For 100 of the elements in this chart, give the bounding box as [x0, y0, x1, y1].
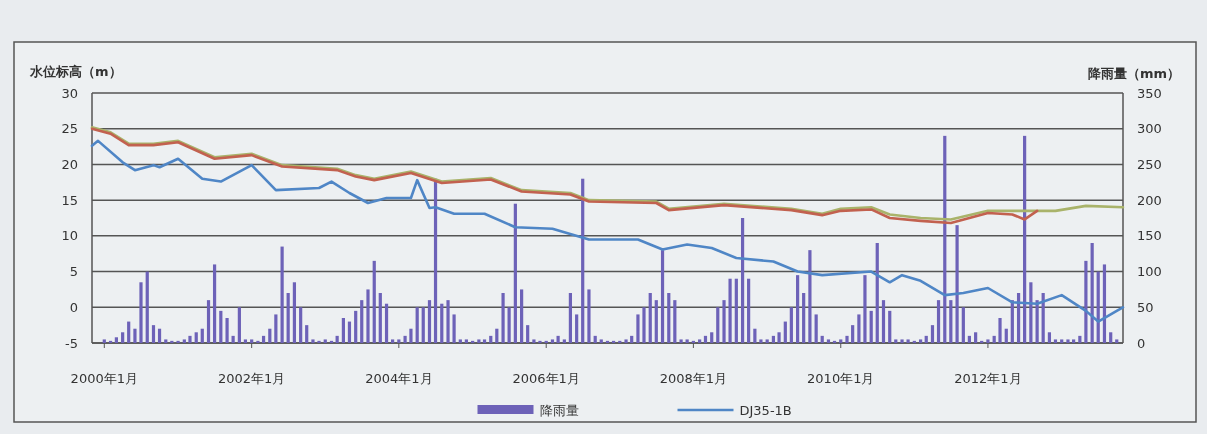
bar [961, 307, 965, 343]
bar [826, 339, 831, 343]
bar [857, 314, 861, 343]
bar [1078, 335, 1082, 343]
bar [384, 303, 389, 343]
bar [409, 328, 413, 343]
bar [783, 321, 787, 343]
bar [771, 335, 776, 343]
bar [378, 293, 382, 343]
bar [1053, 339, 1058, 343]
bar [949, 300, 953, 343]
y2-tick-label: 0 [1137, 335, 1146, 351]
bar [814, 314, 818, 343]
bar [710, 332, 714, 343]
bar [1047, 332, 1052, 343]
bar [906, 339, 910, 343]
bar [881, 300, 886, 343]
bar [372, 260, 376, 343]
y2-tick-label: 100 [1137, 264, 1162, 280]
bar [397, 339, 401, 343]
bar [501, 293, 505, 343]
bar [225, 318, 229, 343]
bar [421, 307, 425, 343]
bar [875, 243, 879, 343]
bar [936, 300, 941, 343]
bar [581, 178, 585, 343]
bar [390, 339, 395, 343]
bar [520, 289, 524, 343]
y2-tick-label: 250 [1137, 156, 1162, 172]
bar [777, 332, 781, 343]
bar [237, 307, 241, 343]
bar [759, 339, 763, 343]
bar [133, 328, 137, 343]
bar [347, 321, 352, 343]
bar [164, 339, 168, 343]
x-tick-label: 2008年1月 [659, 371, 728, 386]
bar [568, 293, 573, 343]
bar [851, 325, 855, 343]
bar [366, 289, 370, 343]
line-series [90, 139, 1125, 323]
bar [900, 339, 904, 343]
bar [1090, 243, 1094, 343]
bar [930, 325, 935, 343]
bar [802, 293, 806, 343]
bar [403, 335, 407, 343]
y2-tick-label: 300 [1137, 121, 1162, 137]
y2-tick-label: 150 [1137, 228, 1162, 244]
bar [102, 339, 106, 343]
bar [624, 339, 628, 343]
bar [839, 339, 843, 343]
bar [526, 325, 530, 343]
bar [820, 335, 824, 343]
bar [440, 303, 444, 343]
legend-label: 降雨量 [539, 402, 579, 418]
bar [550, 339, 555, 343]
bar [642, 307, 646, 343]
bar [458, 339, 462, 343]
bar [200, 328, 204, 343]
bar [157, 328, 162, 343]
bar [532, 339, 536, 343]
bar [114, 337, 118, 343]
bar [280, 246, 284, 343]
bar [1060, 339, 1064, 343]
bar [299, 307, 303, 343]
bar [354, 310, 358, 343]
bar [845, 335, 849, 343]
bar [716, 307, 720, 343]
bar [311, 339, 315, 343]
y-tick-label: 20 [61, 156, 78, 172]
bar [212, 264, 217, 343]
x-tick-label: 2002年1月 [217, 371, 286, 386]
bar [513, 203, 517, 343]
bar [630, 335, 634, 343]
bar [660, 250, 665, 343]
x-tick-label: 2012年1月 [954, 371, 1022, 386]
bar [703, 335, 708, 343]
bar [182, 339, 186, 343]
bar [740, 218, 745, 343]
bar [673, 300, 677, 343]
bar [599, 339, 603, 343]
bar [992, 335, 996, 343]
bar [243, 339, 248, 343]
bar [1102, 264, 1107, 343]
bar [446, 300, 450, 343]
bar [943, 135, 947, 343]
bar [139, 282, 143, 343]
y-tick-label: 0 [69, 299, 78, 315]
bar [482, 339, 487, 343]
bar [427, 300, 432, 343]
bar [863, 275, 867, 343]
bar [747, 278, 751, 343]
x-tick-label: 2000年1月 [70, 371, 138, 386]
y-tick-label: 5 [69, 264, 78, 280]
y-axis-title: 水位标高（m） [29, 64, 122, 79]
y-tick-label: -5 [65, 335, 78, 351]
bar [305, 325, 309, 343]
bar [507, 307, 511, 343]
bar [360, 300, 364, 343]
bar [685, 339, 689, 343]
bar [654, 300, 658, 343]
